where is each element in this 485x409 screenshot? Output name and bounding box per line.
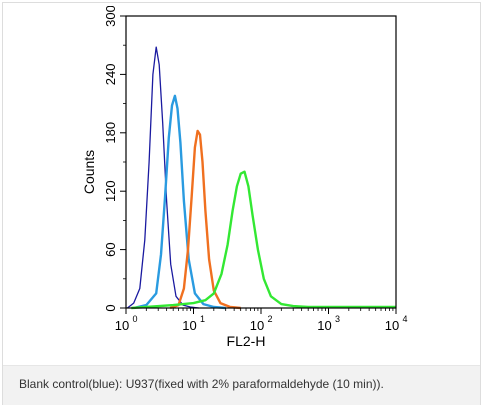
y-ticks: 0 60 120 180 240 300 xyxy=(103,6,126,312)
x-tick-exponent: 0 xyxy=(132,314,137,324)
figure-card: 10 0 10 1 10 2 10 3 10 4 0 60 120 180 240 300 FL2-H Co… xyxy=(2,2,481,405)
y-tick-label: 240 xyxy=(103,64,118,86)
y-tick-label: 120 xyxy=(103,180,118,202)
x-tick-label: 10 xyxy=(250,318,264,333)
histogram-series-2 xyxy=(133,94,226,310)
figure-caption: Blank control(blue): U937(fixed with 2% … xyxy=(19,377,384,391)
x-tick-label: 10 xyxy=(317,318,331,333)
histogram-series-4 xyxy=(131,170,396,310)
x-axis-title: FL2-H xyxy=(227,333,266,349)
x-tick-label: 10 xyxy=(182,318,196,333)
y-axis-title: Counts xyxy=(81,150,97,194)
x-tick-label: 10 xyxy=(385,318,399,333)
y-tick-label: 0 xyxy=(103,304,118,311)
x-ticks: 10 0 10 1 10 2 10 3 10 4 xyxy=(115,308,408,333)
x-tick-exponent: 1 xyxy=(200,314,205,324)
histogram-series-1 xyxy=(127,46,199,309)
y-tick-label: 180 xyxy=(103,122,118,144)
histogram-plot: 10 0 10 1 10 2 10 3 10 4 0 60 120 180 240 300 FL2-H Co… xyxy=(68,6,418,351)
x-tick-label: 10 xyxy=(115,318,129,333)
series-layer xyxy=(127,46,396,310)
x-tick-exponent: 4 xyxy=(402,314,407,324)
caption-bar: Blank control(blue): U937(fixed with 2% … xyxy=(3,365,480,405)
histogram-series-3 xyxy=(169,129,241,310)
y-tick-label: 300 xyxy=(103,6,118,27)
x-tick-exponent: 3 xyxy=(335,314,340,324)
y-tick-label: 60 xyxy=(103,242,118,256)
x-tick-exponent: 2 xyxy=(267,314,272,324)
